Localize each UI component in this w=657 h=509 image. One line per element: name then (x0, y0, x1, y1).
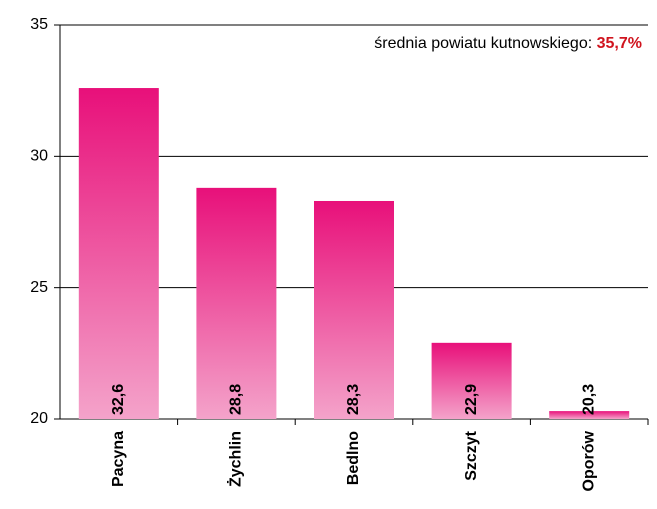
bar (314, 200, 394, 419)
y-tick-label: 20 (30, 410, 48, 427)
x-tick-label: Pacyna (110, 431, 127, 487)
bar (78, 88, 159, 419)
bar (196, 187, 277, 419)
annotation-text: średnia powiatu kutnowskiego: (374, 35, 596, 52)
value-label: 20,3 (580, 384, 597, 415)
y-tick-label: 30 (30, 148, 48, 165)
x-tick-label: Oporów (580, 430, 597, 491)
y-tick-label: 25 (30, 279, 48, 296)
bar (431, 342, 512, 419)
bar (549, 411, 630, 419)
x-tick-label: Bedlno (345, 431, 362, 485)
y-tick-label: 35 (30, 16, 48, 33)
value-label: 22,9 (463, 384, 480, 415)
value-label: 32,6 (110, 384, 127, 415)
value-label: 28,3 (345, 384, 362, 415)
annotation-value: 35,7% (597, 35, 642, 52)
x-tick-label: Żychlin (227, 431, 245, 487)
x-tick-label: Szczyt (463, 430, 480, 480)
annotation: średnia powiatu kutnowskiego: 35,7% (374, 35, 642, 52)
value-label: 28,8 (228, 384, 245, 415)
